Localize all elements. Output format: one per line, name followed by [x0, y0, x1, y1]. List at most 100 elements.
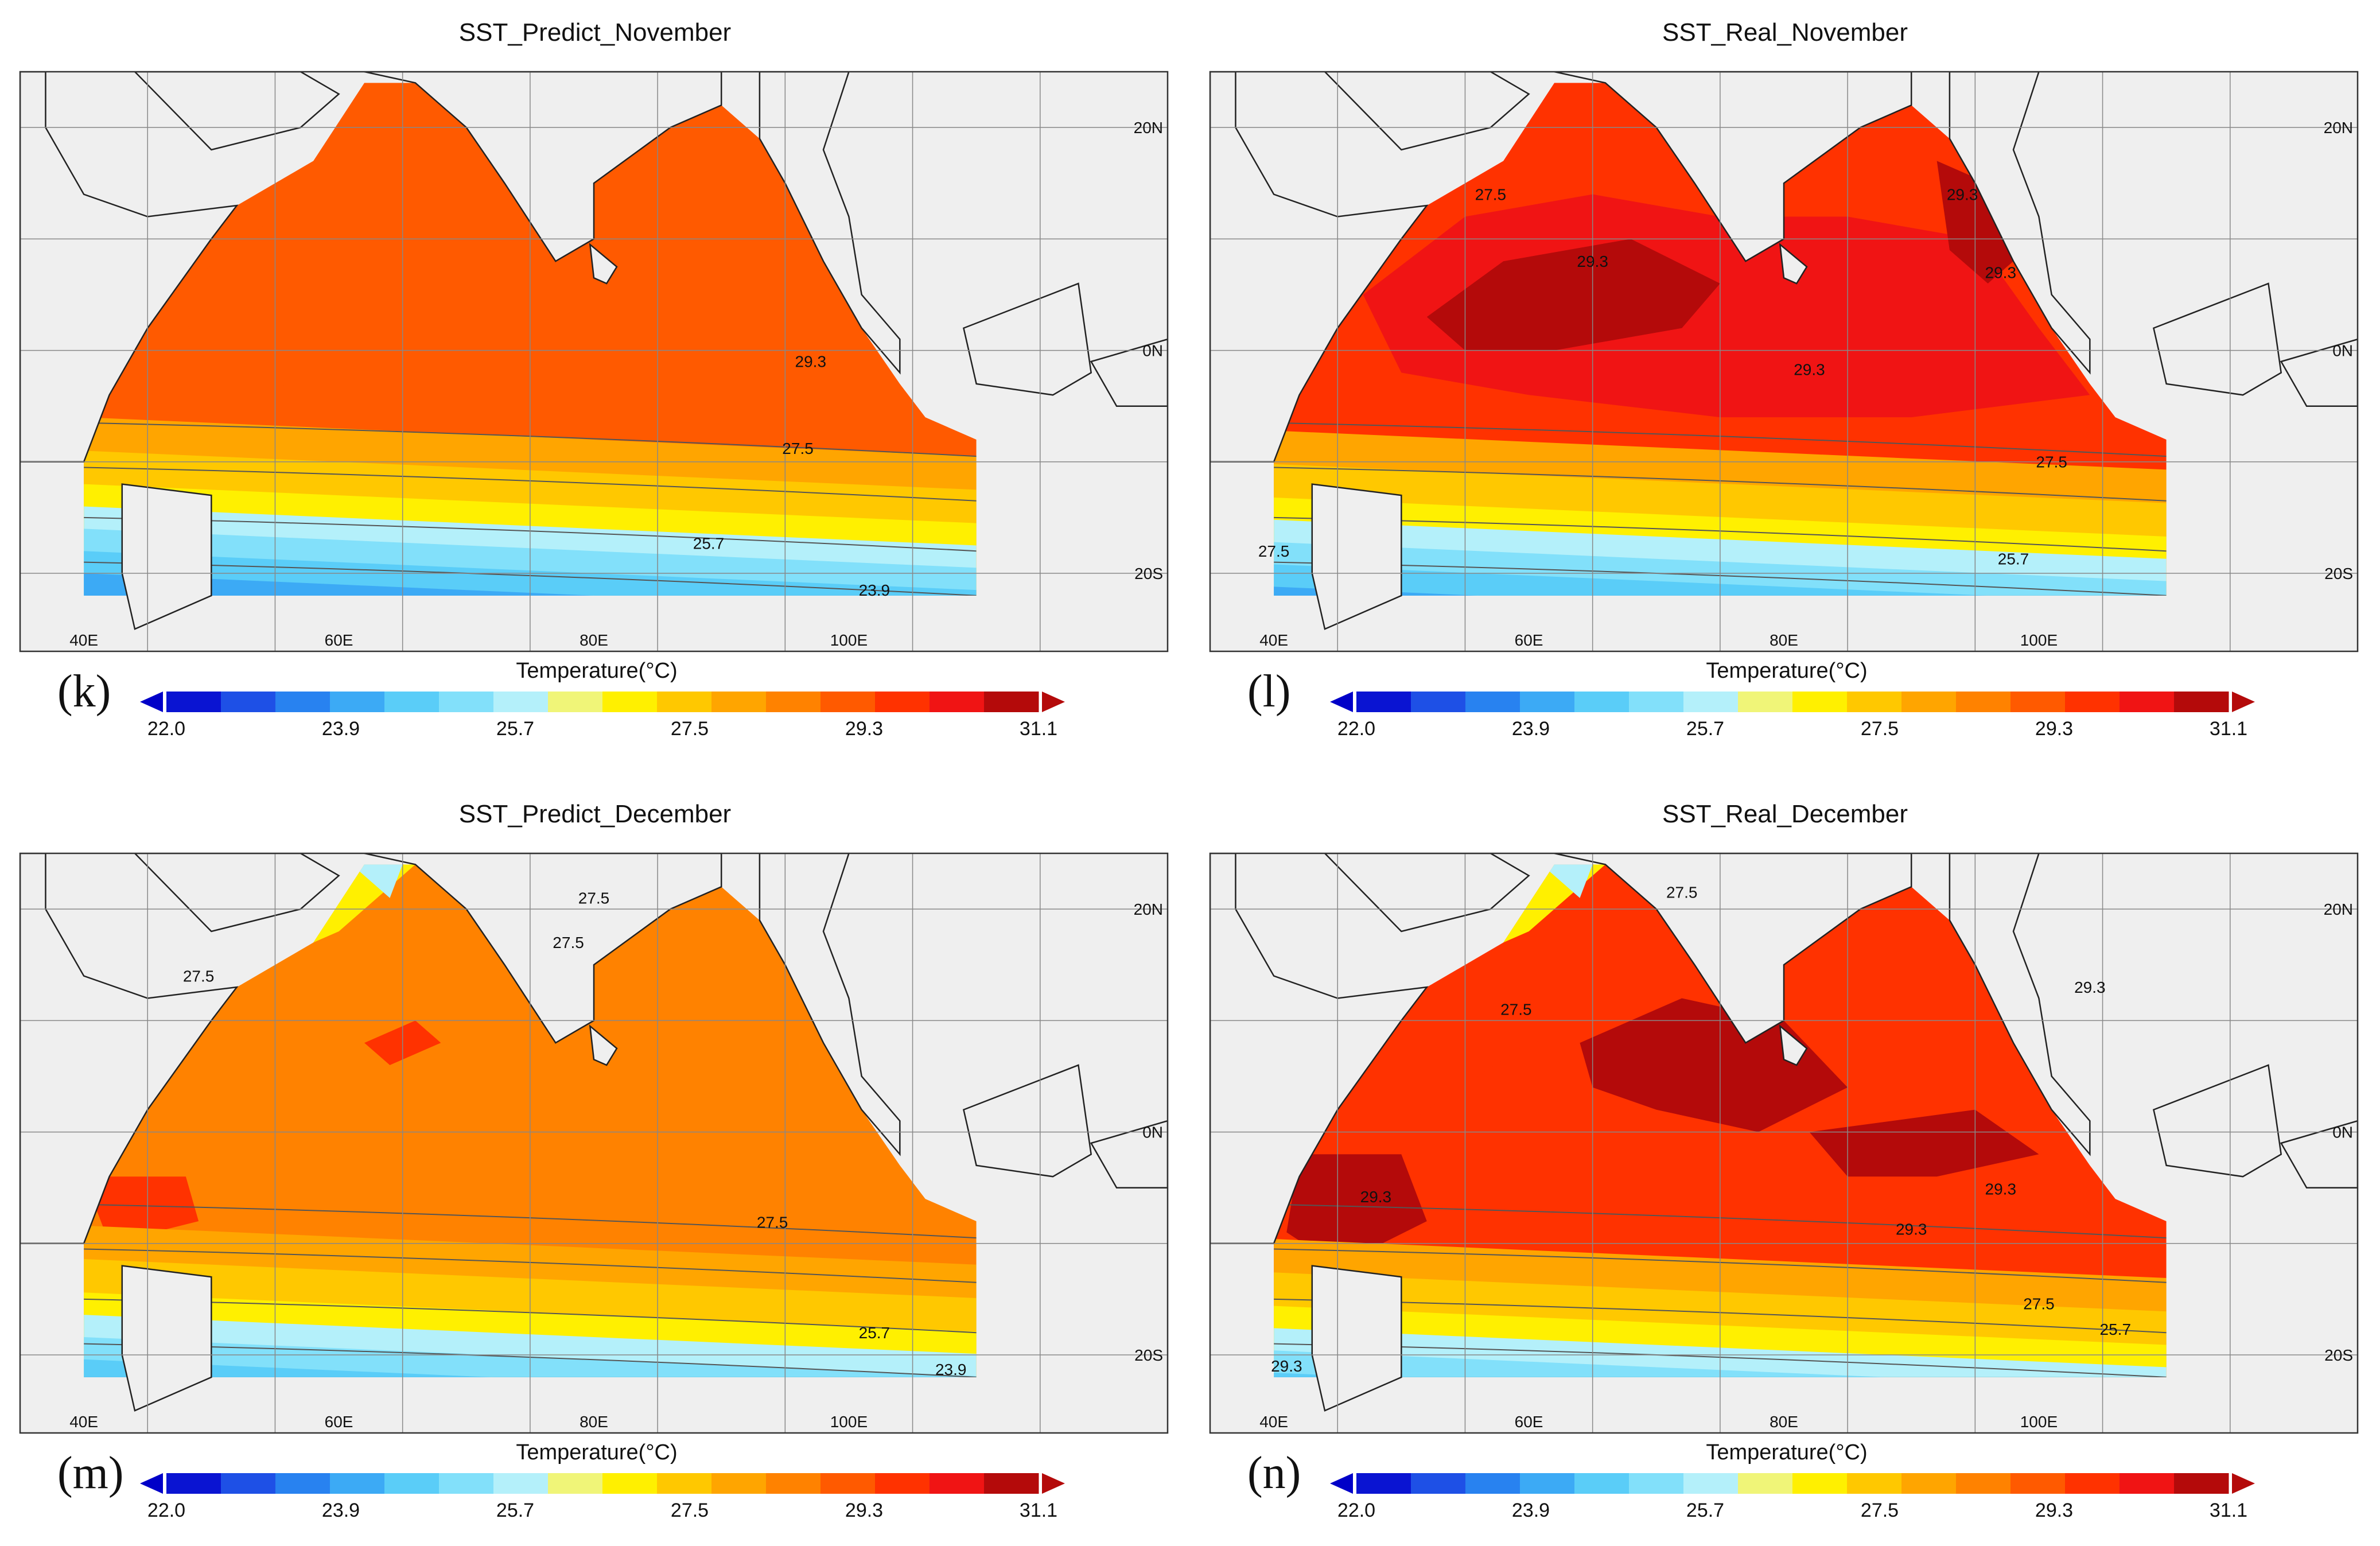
- graticule: [20, 72, 1168, 651]
- colorbar-segment: [1901, 1473, 1957, 1494]
- colorbar-segment: [1411, 692, 1466, 712]
- contour-label: 29.3: [1947, 185, 1978, 203]
- panel-label: (n): [1247, 1448, 1301, 1498]
- lat-label: 0N: [1142, 1124, 1163, 1141]
- panel-label: (m): [57, 1448, 124, 1498]
- contour-line: [84, 1248, 977, 1283]
- coastline: [1779, 243, 1808, 285]
- lat-label: 0N: [2332, 342, 2353, 360]
- panel-title: SST_Real_December: [1662, 800, 1908, 828]
- coastline: [1324, 853, 1530, 933]
- colorbar-arrow-low: [1330, 692, 1353, 712]
- colorbar-arrow-high: [1042, 692, 1065, 712]
- colorbar-segment: [984, 692, 1039, 712]
- colorbar-segment: [221, 1473, 276, 1494]
- sst-map-svg: 40E 60E 80E 100E 20N 0N 20S 27.5 27.5 29.3 29.3 29.…: [1209, 852, 2359, 1521]
- contour-label: 29.3: [2074, 978, 2106, 996]
- colorbar-segment: [166, 692, 221, 712]
- colorbar-segment: [1792, 692, 1848, 712]
- graticule: [1210, 72, 2358, 651]
- contour-line: [84, 422, 977, 457]
- colorbar-segment: [1629, 692, 1684, 712]
- sst-band: [84, 1359, 977, 1377]
- lat-label: 20S: [1134, 1346, 1163, 1364]
- contour-label: 27.5: [578, 889, 610, 907]
- contour-line: [1274, 467, 2167, 502]
- coastline: [134, 72, 340, 151]
- colorbar-segment: [1465, 1473, 1520, 1494]
- contour-label: 29.3: [1985, 263, 2017, 281]
- colorbar-segment: [2010, 692, 2066, 712]
- colorbar-segment: [330, 1473, 385, 1494]
- contour-label: 25.7: [2100, 1320, 2132, 1338]
- sst-band: [1541, 864, 1593, 898]
- colorbar-tick-label: 27.5: [671, 718, 709, 740]
- map-border: [1209, 71, 2359, 652]
- colorbar-segment: [2010, 1473, 2066, 1494]
- colorbar: 22.0 23.9 25.7 27.5 29.3 31.1: [1330, 1473, 2255, 1521]
- contour-label: 23.9: [859, 581, 890, 599]
- colorbar: 22.0 23.9 25.7 27.5 29.3 31.1: [140, 692, 1065, 740]
- lat-label: 0N: [1142, 342, 1163, 360]
- lon-label: 100E: [830, 1413, 868, 1431]
- map-panel-m: SST_Predict_December 40E 60E 80E 100E 20N 0N 2…: [0, 782, 1190, 1546]
- colorbar-segment: [2065, 692, 2120, 712]
- coastline: [2152, 1064, 2282, 1178]
- colorbar-segment: [766, 1473, 821, 1494]
- colorbar-segment: [984, 1473, 1039, 1494]
- contour-line: [1274, 1248, 2167, 1283]
- colorbar-segment: [439, 1473, 494, 1494]
- colorbar-segment: [602, 692, 658, 712]
- sst-band: [1809, 1109, 2039, 1177]
- colorbar-segment: [493, 1473, 549, 1494]
- contour-line: [84, 1203, 977, 1239]
- contour-label: 27.5: [757, 1214, 788, 1232]
- lat-label: 20N: [2324, 119, 2353, 137]
- coastline: [962, 1064, 1092, 1178]
- lon-label: 100E: [830, 631, 868, 649]
- lon-label: 80E: [1770, 1413, 1798, 1431]
- sst-band: [84, 1176, 199, 1244]
- contour-label: 29.3: [1577, 253, 1608, 270]
- colorbar-tick-label: 22.0: [147, 718, 185, 740]
- colorbar-segment: [2065, 1473, 2120, 1494]
- colorbar-segment: [1901, 692, 1957, 712]
- panel-title: SST_Predict_November: [458, 18, 732, 46]
- colorbar-segment: [711, 692, 767, 712]
- coastline: [1090, 338, 1168, 407]
- colorbar-tick-label: 22.0: [147, 1500, 185, 1521]
- lat-label: 20S: [1134, 565, 1163, 582]
- lon-label: 60E: [1515, 1413, 1543, 1431]
- colorbar-segment: [1520, 1473, 1575, 1494]
- colorbar-segment: [1683, 1473, 1739, 1494]
- colorbar-title: Temperature(°C): [1706, 659, 1868, 683]
- sst-band: [147, 1020, 925, 1221]
- colorbar-tick-label: 25.7: [1686, 1500, 1724, 1521]
- panel-label: (l): [1247, 666, 1291, 717]
- colorbar-segment: [1738, 692, 1793, 712]
- colorbar-segment: [548, 1473, 603, 1494]
- colorbar-tick-label: 23.9: [322, 718, 360, 740]
- colorbar-tick-label: 22.0: [1337, 1500, 1375, 1521]
- contour-label: 25.7: [1998, 550, 2029, 568]
- coastline: [1311, 483, 1402, 630]
- colorbar-arrow-low: [1330, 1473, 1353, 1494]
- contour-label: 25.7: [859, 1324, 890, 1342]
- colorbar-arrow-low: [140, 1473, 163, 1494]
- colorbar-segment: [930, 692, 985, 712]
- coastline: [589, 243, 618, 285]
- colorbar-segment: [1792, 1473, 1848, 1494]
- colorbar-segment: [2120, 692, 2175, 712]
- colorbar-arrow-high: [2232, 1473, 2255, 1494]
- colorbar-segment: [1629, 1473, 1684, 1494]
- colorbar-segment: [1683, 692, 1739, 712]
- map-border: [19, 852, 1169, 1434]
- sst-map-svg: 40E 60E 80E 100E 20N 0N 20S 27.5 29.3 29.3 29.3 29.…: [1209, 71, 2359, 740]
- colorbar-arrow-high: [1042, 1473, 1065, 1494]
- colorbar-tick-label: 29.3: [2035, 718, 2073, 740]
- coastline: [134, 853, 340, 933]
- coastline: [2280, 338, 2358, 407]
- colorbar-tick-label: 23.9: [322, 1500, 360, 1521]
- colorbar-segment: [1738, 1473, 1793, 1494]
- colorbar-tick-label: 31.1: [1020, 1500, 1057, 1521]
